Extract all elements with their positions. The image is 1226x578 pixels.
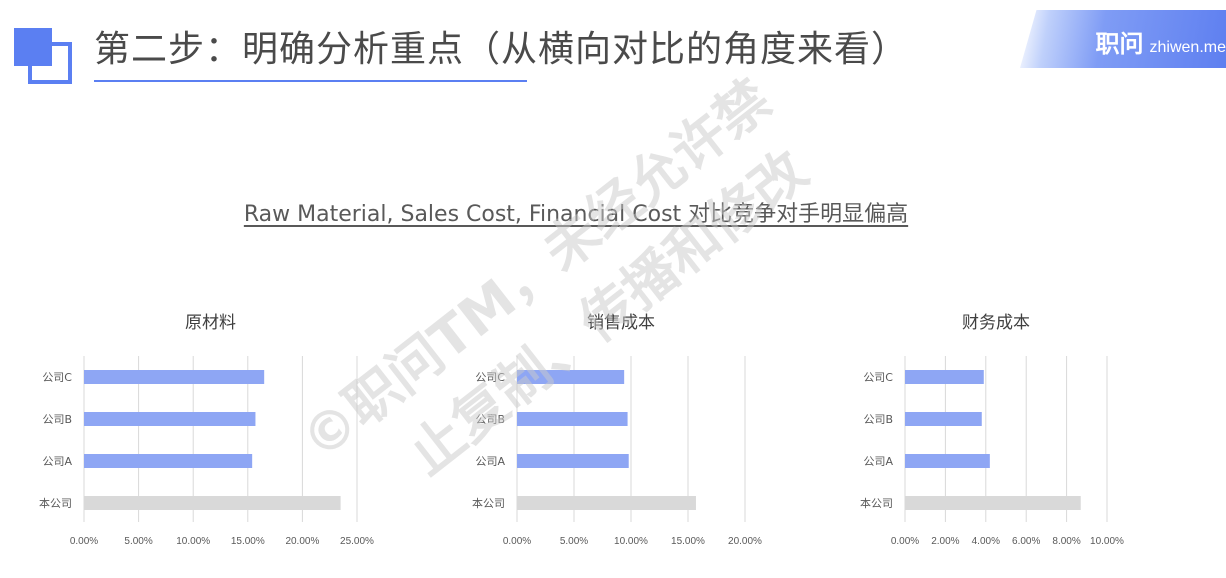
category-label: 公司C bbox=[863, 371, 893, 384]
category-label: 公司A bbox=[863, 455, 893, 468]
brand-banner bbox=[1020, 10, 1226, 68]
bar bbox=[84, 496, 341, 510]
x-tick-label: 0.00% bbox=[70, 536, 98, 547]
category-label: 公司B bbox=[863, 413, 893, 426]
x-tick-label: 5.00% bbox=[124, 536, 152, 547]
x-tick-label: 10.00% bbox=[614, 536, 648, 547]
bar bbox=[905, 496, 1081, 510]
category-label: 公司C bbox=[42, 371, 72, 384]
bar bbox=[517, 496, 696, 510]
bar bbox=[517, 412, 628, 426]
bar bbox=[905, 370, 984, 384]
category-label: 公司A bbox=[42, 455, 72, 468]
category-label: 本公司 bbox=[472, 496, 505, 510]
chart-raw-material: 原材料 0.00% 5.00% 10.00% 15.00% 20.00% 25.00% 公司C… bbox=[39, 313, 374, 547]
x-tick-label: 15.00% bbox=[231, 536, 265, 547]
brand-logo: 职问 zhiwen.me bbox=[1096, 24, 1226, 59]
page-title: 第二步：明确分析重点（从横向对比的角度来看） bbox=[94, 29, 909, 70]
brand-name-en: zhiwen.me bbox=[1149, 39, 1226, 56]
x-tick-label: 5.00% bbox=[560, 536, 588, 547]
category-label: 公司A bbox=[475, 455, 505, 468]
category-label: 公司B bbox=[475, 413, 505, 426]
logo-mark-icon bbox=[14, 28, 72, 84]
slide-subtitle: Raw Material, Sales Cost, Financial Cost… bbox=[243, 202, 909, 227]
bar bbox=[517, 454, 629, 468]
category-label: 本公司 bbox=[860, 496, 893, 510]
x-tick-label: 2.00% bbox=[931, 536, 959, 547]
x-tick-label: 15.00% bbox=[671, 536, 705, 547]
x-tick-label: 8.00% bbox=[1052, 536, 1080, 547]
category-label: 公司B bbox=[42, 413, 72, 426]
x-tick-label: 10.00% bbox=[176, 536, 210, 547]
x-tick-label: 0.00% bbox=[503, 536, 531, 547]
title-underline bbox=[94, 80, 527, 82]
x-tick-label: 25.00% bbox=[340, 536, 374, 547]
bar bbox=[905, 412, 982, 426]
x-tick-label: 6.00% bbox=[1012, 536, 1040, 547]
x-tick-label: 20.00% bbox=[285, 536, 319, 547]
category-label: 本公司 bbox=[39, 496, 72, 510]
x-tick-label: 0.00% bbox=[891, 536, 919, 547]
x-tick-label: 10.00% bbox=[1090, 536, 1124, 547]
x-tick-label: 4.00% bbox=[972, 536, 1000, 547]
chart-financial-cost: 财务成本 0.00% 2.00% 4.00% 6.00% 8.00% 10.00% 公司C 公司… bbox=[860, 313, 1124, 547]
x-tick-label: 20.00% bbox=[728, 536, 762, 547]
bar bbox=[905, 454, 990, 468]
chart-sales-cost: 销售成本 0.00% 5.00% 10.00% 15.00% 20.00% 公司C 公司B 公司… bbox=[472, 313, 762, 547]
chart-title: 原材料 bbox=[185, 313, 236, 333]
bar bbox=[84, 370, 265, 384]
chart-title: 财务成本 bbox=[962, 313, 1030, 333]
category-label: 公司C bbox=[475, 371, 505, 384]
bar bbox=[84, 412, 256, 426]
bar bbox=[84, 454, 253, 468]
brand-name-cn: 职问 bbox=[1095, 30, 1144, 58]
chart-title: 销售成本 bbox=[587, 313, 655, 333]
bar bbox=[517, 370, 625, 384]
